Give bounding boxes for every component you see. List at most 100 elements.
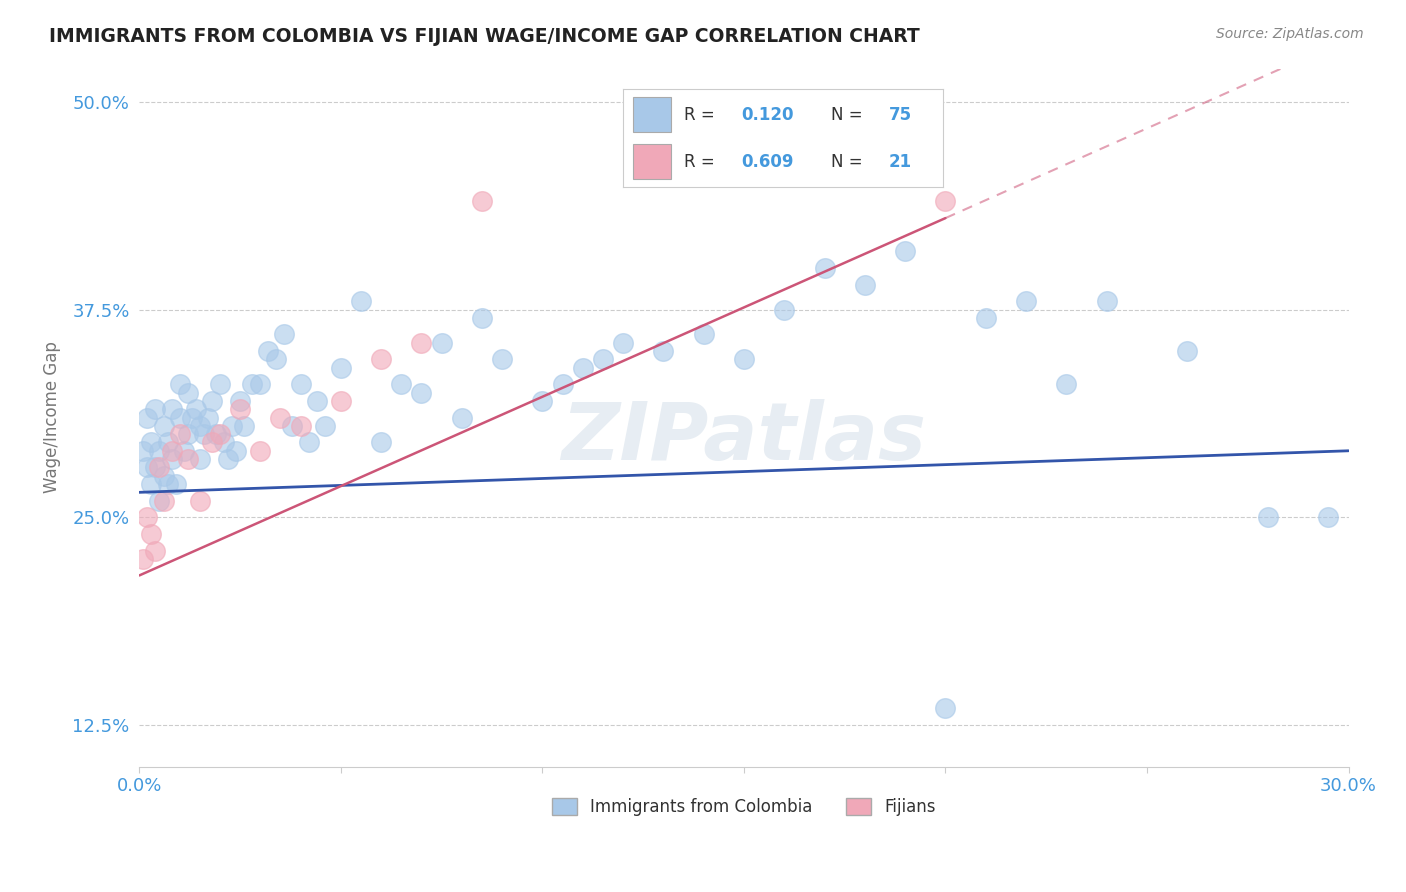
Point bbox=[141, 435, 163, 450]
Point bbox=[240, 377, 263, 392]
Point bbox=[145, 460, 167, 475]
Point bbox=[176, 452, 198, 467]
Point bbox=[249, 443, 271, 458]
Point bbox=[152, 468, 174, 483]
Text: IMMIGRANTS FROM COLOMBIA VS FIJIAN WAGE/INCOME GAP CORRELATION CHART: IMMIGRANTS FROM COLOMBIA VS FIJIAN WAGE/… bbox=[49, 27, 920, 45]
Point bbox=[225, 443, 247, 458]
Point bbox=[160, 402, 183, 417]
Point bbox=[1095, 294, 1118, 309]
Point bbox=[176, 427, 198, 442]
Point bbox=[612, 335, 634, 350]
Point bbox=[132, 443, 155, 458]
Point bbox=[201, 393, 224, 408]
Point bbox=[188, 452, 211, 467]
Point bbox=[269, 410, 291, 425]
Point bbox=[176, 385, 198, 400]
Point bbox=[148, 493, 170, 508]
Point bbox=[156, 435, 179, 450]
Point bbox=[290, 418, 312, 433]
Point bbox=[145, 402, 167, 417]
Point bbox=[281, 418, 304, 433]
Point bbox=[184, 402, 207, 417]
Point bbox=[551, 377, 574, 392]
Point bbox=[249, 377, 271, 392]
Point bbox=[430, 335, 453, 350]
Point bbox=[148, 443, 170, 458]
Point bbox=[894, 244, 917, 259]
Point bbox=[266, 352, 288, 367]
Text: ZIPatlas: ZIPatlas bbox=[561, 400, 927, 477]
Point bbox=[188, 493, 211, 508]
Point bbox=[201, 435, 224, 450]
Point bbox=[934, 194, 956, 209]
Point bbox=[305, 393, 328, 408]
Y-axis label: Wage/Income Gap: Wage/Income Gap bbox=[44, 342, 60, 493]
Point bbox=[221, 418, 243, 433]
Point bbox=[165, 477, 187, 491]
Point bbox=[145, 543, 167, 558]
Point bbox=[212, 435, 235, 450]
Point bbox=[773, 302, 796, 317]
Point bbox=[136, 460, 159, 475]
Point bbox=[169, 427, 191, 442]
Point bbox=[273, 327, 295, 342]
Point bbox=[491, 352, 513, 367]
Point bbox=[188, 418, 211, 433]
Point bbox=[152, 493, 174, 508]
Point bbox=[229, 402, 252, 417]
Point bbox=[1175, 344, 1198, 359]
Point bbox=[652, 344, 675, 359]
Point bbox=[297, 435, 319, 450]
Legend: Immigrants from Colombia, Fijians: Immigrants from Colombia, Fijians bbox=[544, 789, 945, 824]
Point bbox=[208, 377, 231, 392]
Point bbox=[132, 551, 155, 566]
Point bbox=[411, 385, 433, 400]
Point bbox=[1015, 294, 1038, 309]
Point bbox=[290, 377, 312, 392]
Point bbox=[233, 418, 256, 433]
Point bbox=[471, 310, 494, 325]
Point bbox=[813, 260, 835, 275]
Point bbox=[314, 418, 336, 433]
Point bbox=[350, 294, 373, 309]
Point bbox=[229, 393, 252, 408]
Point bbox=[389, 377, 412, 392]
Point bbox=[169, 410, 191, 425]
Text: Source: ZipAtlas.com: Source: ZipAtlas.com bbox=[1216, 27, 1364, 41]
Point bbox=[173, 443, 195, 458]
Point bbox=[208, 427, 231, 442]
Point bbox=[571, 360, 593, 375]
Point bbox=[450, 410, 472, 425]
Point bbox=[934, 701, 956, 715]
Point bbox=[329, 393, 352, 408]
Point bbox=[217, 452, 239, 467]
Point bbox=[733, 352, 755, 367]
Point bbox=[152, 418, 174, 433]
Point bbox=[1257, 510, 1279, 524]
Point bbox=[141, 527, 163, 541]
Point bbox=[180, 410, 202, 425]
Point bbox=[169, 377, 191, 392]
Point bbox=[370, 352, 392, 367]
Point bbox=[141, 477, 163, 491]
Point bbox=[197, 410, 219, 425]
Point bbox=[329, 360, 352, 375]
Point bbox=[692, 327, 714, 342]
Point bbox=[136, 410, 159, 425]
Point bbox=[156, 477, 179, 491]
Point bbox=[148, 460, 170, 475]
Point bbox=[257, 344, 280, 359]
Point bbox=[531, 393, 554, 408]
Point bbox=[592, 352, 614, 367]
Point bbox=[160, 443, 183, 458]
Point bbox=[1317, 510, 1340, 524]
Point bbox=[974, 310, 997, 325]
Point bbox=[160, 452, 183, 467]
Point bbox=[193, 427, 215, 442]
Point bbox=[471, 194, 494, 209]
Point bbox=[853, 277, 876, 292]
Point bbox=[370, 435, 392, 450]
Point bbox=[205, 427, 228, 442]
Point bbox=[411, 335, 433, 350]
Point bbox=[1054, 377, 1077, 392]
